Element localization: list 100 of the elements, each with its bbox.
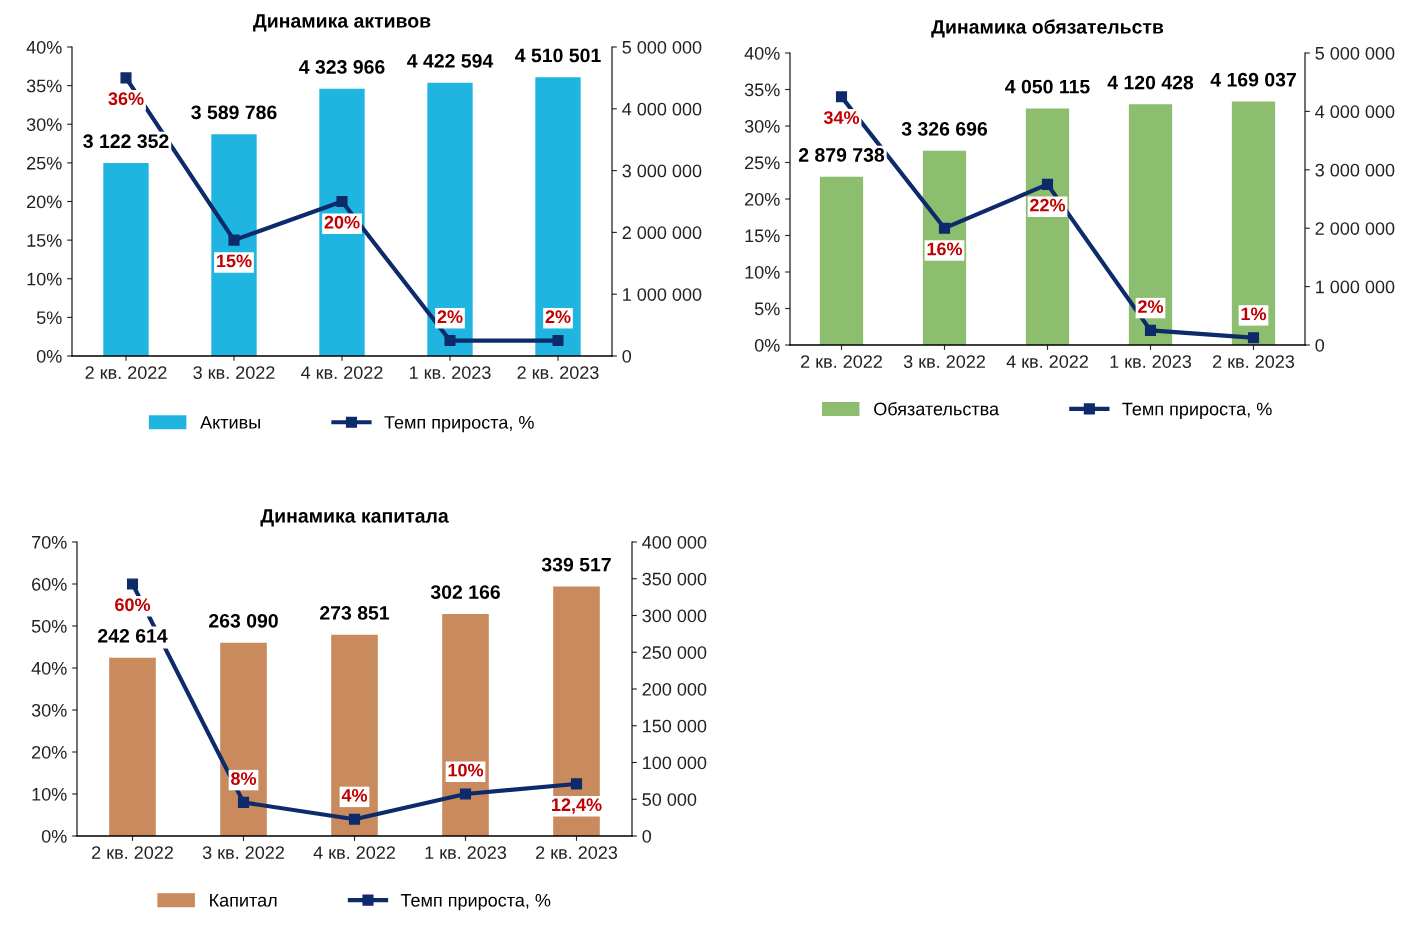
data-label: 4 422 594 [407,53,494,68]
y-tick-label: 70% [32,535,67,549]
point [444,334,456,347]
point [1041,178,1054,190]
x-tick-label: 1 кв. 2023 [1110,355,1192,368]
y2-tick-label: 300 000 [642,609,707,623]
data-label: 20% [324,215,360,229]
point [1144,324,1157,336]
y-tick-label: 0% [754,338,780,352]
legend-label: Активы [200,416,260,429]
y-tick-label: 35% [26,79,62,93]
data-label: 34% [823,111,860,124]
y-tick-label: 40% [744,46,780,60]
x-tick-label: 1 кв. 2023 [425,846,507,859]
y2-tick-label: 150 000 [643,719,707,733]
chart-title: Динамика обязательств [931,19,1164,38]
bar [211,134,257,356]
data-label: 2% [545,310,571,324]
y2-tick-label: 0 [1315,338,1325,352]
x-tick-label: 3 кв. 2022 [903,355,985,368]
y-tick-label: 25% [745,156,780,170]
data-label: 4 510 501 [515,48,601,63]
x-tick-label: 2 кв. 2023 [536,846,618,859]
data-label: 22% [1030,198,1066,212]
y-tick-label: 20% [745,192,780,206]
data-label: 15% [217,254,252,268]
y-tick-label: 0% [41,829,67,843]
y2-tick-label: 350 000 [642,572,707,586]
data-label: 273 851 [320,606,390,620]
bar [109,657,156,836]
y-tick-label: 30% [31,703,67,717]
bar [442,613,489,836]
y-tick-label: 10% [32,787,67,801]
y2-tick-label: 3 000 000 [1315,163,1395,177]
y2-tick-label: 2 000 000 [1315,222,1395,235]
data-label: 16% [927,242,963,256]
x-tick-label: 2 кв. 2023 [517,366,599,379]
data-label: 60% [115,598,151,612]
data-label: 2 879 738 [798,148,885,162]
y2-tick-label: 4 000 000 [1315,105,1395,119]
data-label: 4 169 037 [1210,72,1296,87]
data-label: 1% [1241,307,1267,321]
chart-title: Динамика активов [253,14,431,32]
legend-label: Темп прироста, % [400,893,551,911]
y2-tick-label: 2 000 000 [622,226,702,240]
y2-tick-label: 5 000 000 [1315,46,1395,60]
y-tick-label: 0% [36,349,62,363]
x-tick-label: 2 кв. 2022 [92,846,173,859]
data-label: 4 323 966 [299,60,385,74]
y-tick-label: 5% [36,311,62,325]
y2-tick-label: 0 [622,349,632,363]
point [348,813,361,825]
x-tick-label: 2 кв. 2023 [1213,355,1295,368]
bar [819,176,864,345]
point [938,222,951,234]
x-tick-label: 1 кв. 2023 [410,366,491,379]
data-label: 3 326 696 [901,122,988,136]
point [126,578,139,590]
data-label: 12,4% [552,798,602,814]
y-tick-label: 15% [745,229,780,243]
x-tick-label: 3 кв. 2022 [202,846,284,859]
data-label: 8% [231,772,257,785]
data-label: 4 050 115 [1005,79,1090,94]
bar [331,634,378,836]
point [835,91,848,103]
data-label: 242 614 [98,628,168,643]
bar [535,77,581,356]
point [570,778,583,790]
data-label: 2% [437,310,463,324]
data-label: 4% [341,789,368,802]
x-tick-label: 3 кв. 2022 [193,366,275,379]
data-label: 3 589 786 [191,105,277,120]
y-tick-label: 10% [27,272,62,286]
legend-label: Капитал [210,894,277,907]
point [552,334,564,347]
point [1247,332,1260,344]
point [459,788,472,800]
y2-tick-label: 0 [642,829,652,843]
y-tick-label: 25% [27,156,62,170]
y-tick-label: 30% [744,119,780,133]
data-label: 36% [108,92,144,106]
y2-tick-label: 50 000 [642,793,697,806]
point [228,234,240,246]
legend-label: Темп прироста, % [384,416,534,433]
chart-title: Динамика капитала [260,509,449,527]
y-tick-label: 60% [32,577,67,591]
bar [1025,108,1070,345]
data-label: 3 122 352 [83,134,169,149]
legend-label: Темп прироста, % [1122,402,1272,419]
y-tick-label: 15% [27,234,62,247]
y-tick-label: 20% [32,745,67,759]
data-label: 2% [1138,300,1164,313]
bar [220,642,267,836]
x-tick-label: 4 кв. 2022 [313,846,395,859]
y-tick-label: 5% [754,302,780,316]
y2-tick-label: 4 000 000 [622,102,702,116]
y2-tick-label: 250 000 [642,646,707,659]
data-label: 302 166 [430,585,500,599]
data-label: 263 090 [209,613,278,628]
data-label: 10% [448,763,484,777]
